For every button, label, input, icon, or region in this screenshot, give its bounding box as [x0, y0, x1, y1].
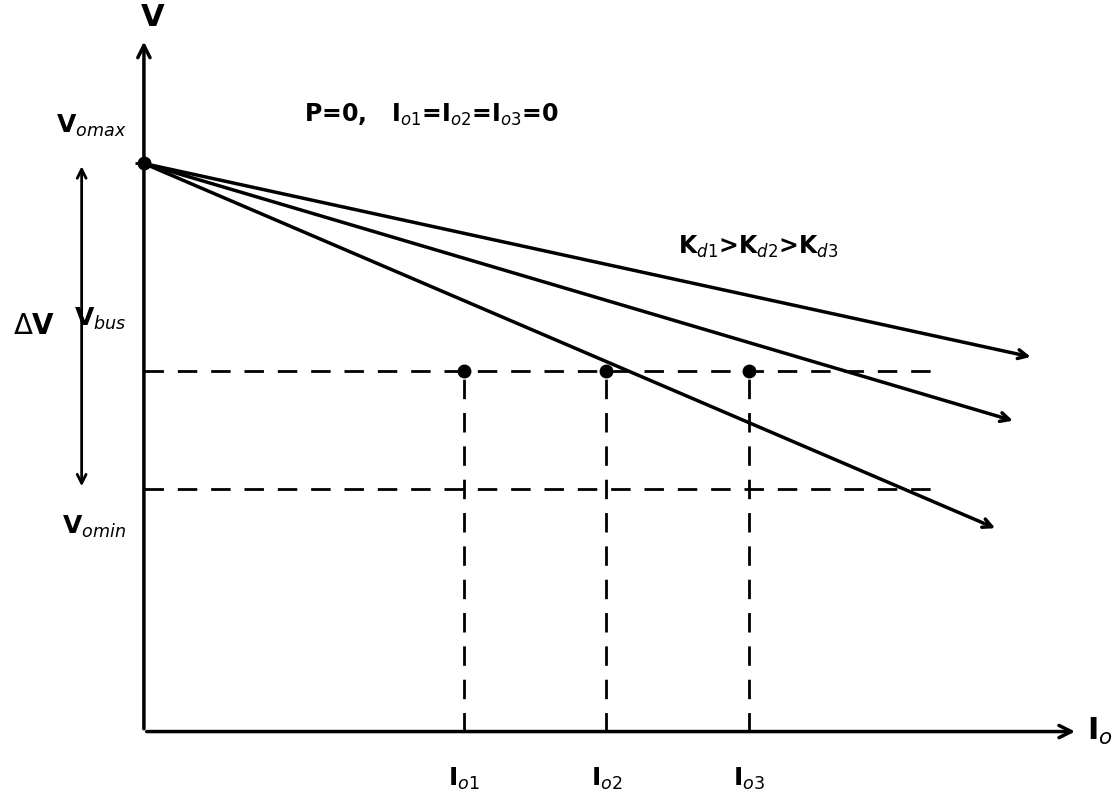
Text: I$_{o2}$: I$_{o2}$ — [591, 766, 622, 792]
Text: V$_{omax}$: V$_{omax}$ — [56, 113, 126, 139]
Text: V$_{omin}$: V$_{omin}$ — [62, 514, 126, 539]
Text: K$_{d1}$>K$_{d2}$>K$_{d3}$: K$_{d1}$>K$_{d2}$>K$_{d3}$ — [678, 233, 838, 260]
Text: $\Delta$V: $\Delta$V — [12, 312, 55, 341]
Text: I$_{o1}$: I$_{o1}$ — [448, 766, 481, 792]
Text: V$_{bus}$: V$_{bus}$ — [74, 306, 126, 332]
Text: P=0,   I$_{o1}$=I$_{o2}$=I$_{o3}$=0: P=0, I$_{o1}$=I$_{o2}$=I$_{o3}$=0 — [304, 102, 559, 128]
Text: I$_o$: I$_o$ — [1087, 716, 1113, 747]
Text: V: V — [140, 3, 165, 32]
Text: I$_{o3}$: I$_{o3}$ — [733, 766, 765, 792]
